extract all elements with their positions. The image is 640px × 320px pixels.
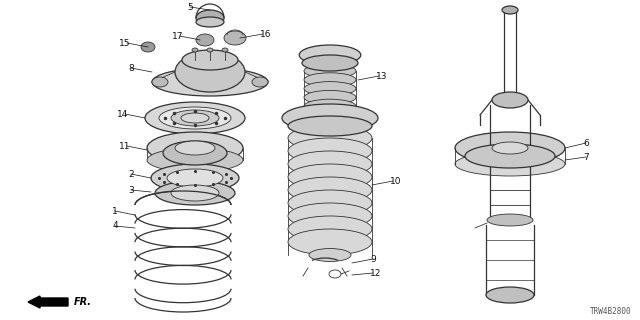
Ellipse shape bbox=[192, 48, 198, 52]
Ellipse shape bbox=[288, 125, 372, 151]
Ellipse shape bbox=[163, 141, 227, 165]
Text: 16: 16 bbox=[260, 29, 271, 38]
Ellipse shape bbox=[151, 164, 239, 192]
Ellipse shape bbox=[304, 82, 356, 96]
Text: 1: 1 bbox=[112, 206, 118, 215]
Text: 3: 3 bbox=[128, 186, 134, 195]
Text: 7: 7 bbox=[583, 153, 589, 162]
Ellipse shape bbox=[288, 203, 372, 229]
Ellipse shape bbox=[288, 190, 372, 216]
Ellipse shape bbox=[288, 151, 372, 177]
Ellipse shape bbox=[145, 102, 245, 134]
Ellipse shape bbox=[159, 107, 231, 129]
Ellipse shape bbox=[196, 17, 224, 27]
Text: 12: 12 bbox=[370, 268, 381, 277]
Text: 9: 9 bbox=[370, 254, 376, 263]
Ellipse shape bbox=[222, 48, 228, 52]
Ellipse shape bbox=[224, 31, 246, 45]
Ellipse shape bbox=[155, 181, 235, 205]
Ellipse shape bbox=[304, 99, 356, 113]
Ellipse shape bbox=[167, 169, 223, 187]
Ellipse shape bbox=[502, 6, 518, 14]
Ellipse shape bbox=[304, 64, 356, 78]
Ellipse shape bbox=[141, 42, 155, 52]
Ellipse shape bbox=[171, 185, 219, 201]
Text: 5: 5 bbox=[188, 3, 193, 12]
Ellipse shape bbox=[288, 216, 372, 242]
Ellipse shape bbox=[181, 113, 209, 123]
Ellipse shape bbox=[288, 164, 372, 190]
Text: 14: 14 bbox=[116, 109, 128, 118]
Text: 11: 11 bbox=[118, 141, 130, 150]
Ellipse shape bbox=[282, 104, 378, 132]
Ellipse shape bbox=[252, 77, 268, 87]
Ellipse shape bbox=[147, 148, 243, 172]
Ellipse shape bbox=[302, 55, 358, 71]
Text: TRW4B2800: TRW4B2800 bbox=[590, 308, 632, 316]
Text: 4: 4 bbox=[113, 221, 118, 230]
Ellipse shape bbox=[487, 214, 533, 226]
Ellipse shape bbox=[288, 116, 372, 136]
Text: 17: 17 bbox=[172, 31, 183, 41]
Text: FR.: FR. bbox=[74, 297, 92, 307]
Ellipse shape bbox=[288, 177, 372, 203]
Ellipse shape bbox=[196, 34, 214, 46]
Text: 8: 8 bbox=[128, 63, 134, 73]
Ellipse shape bbox=[486, 287, 534, 303]
Text: 6: 6 bbox=[583, 139, 589, 148]
Text: 13: 13 bbox=[376, 71, 387, 81]
Text: 15: 15 bbox=[118, 38, 130, 47]
Ellipse shape bbox=[152, 77, 168, 87]
Ellipse shape bbox=[182, 50, 238, 70]
Ellipse shape bbox=[300, 45, 361, 65]
Ellipse shape bbox=[309, 249, 351, 261]
Text: 10: 10 bbox=[390, 177, 401, 186]
FancyArrow shape bbox=[28, 296, 68, 308]
Ellipse shape bbox=[455, 132, 565, 164]
Ellipse shape bbox=[304, 73, 356, 87]
Ellipse shape bbox=[175, 52, 245, 92]
Text: 2: 2 bbox=[129, 170, 134, 179]
Ellipse shape bbox=[175, 141, 215, 155]
Ellipse shape bbox=[288, 138, 372, 164]
Ellipse shape bbox=[492, 92, 528, 108]
Ellipse shape bbox=[196, 10, 224, 26]
Ellipse shape bbox=[492, 142, 528, 154]
Ellipse shape bbox=[152, 68, 268, 96]
Ellipse shape bbox=[171, 110, 219, 126]
Ellipse shape bbox=[465, 144, 555, 168]
Ellipse shape bbox=[207, 48, 213, 52]
Ellipse shape bbox=[304, 91, 356, 104]
Ellipse shape bbox=[288, 229, 372, 255]
Ellipse shape bbox=[147, 132, 243, 164]
Ellipse shape bbox=[304, 108, 356, 122]
Ellipse shape bbox=[455, 152, 565, 176]
